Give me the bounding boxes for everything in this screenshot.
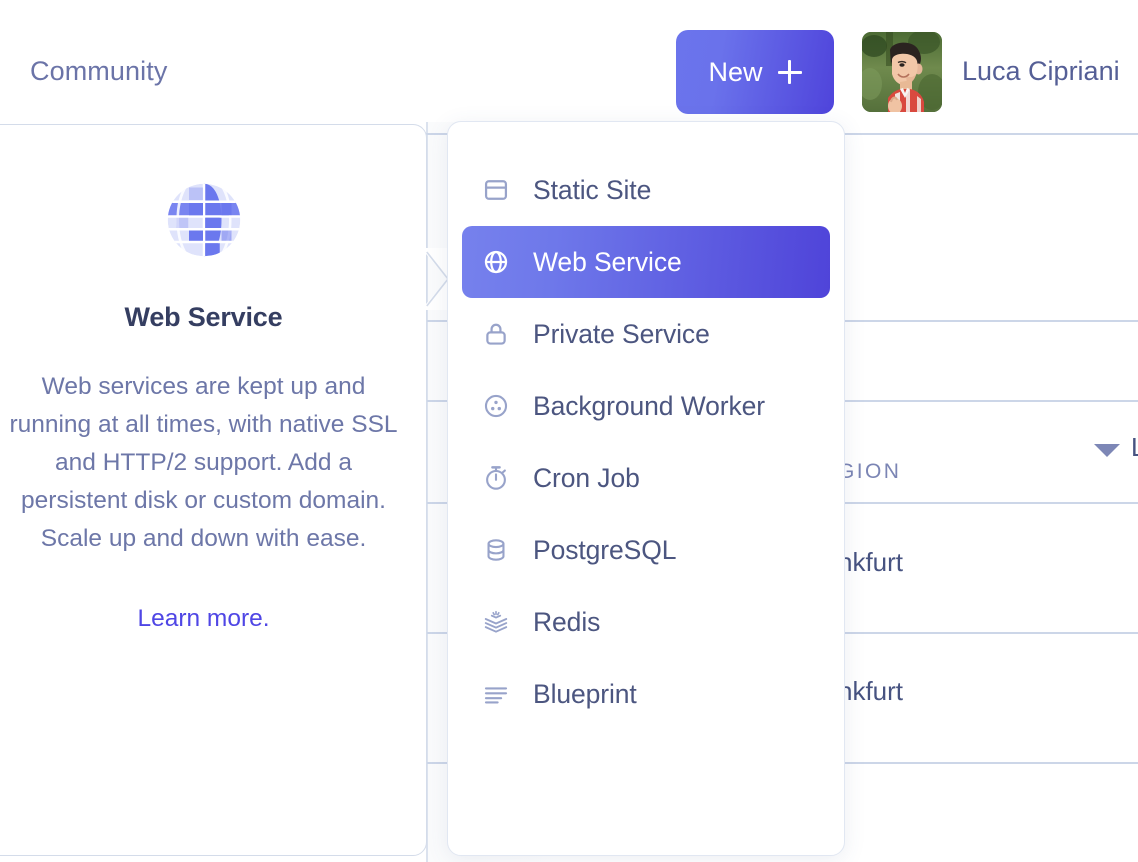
- new-button-label: New: [708, 56, 763, 87]
- globe-icon: [0, 180, 426, 260]
- plus-icon: [777, 60, 802, 84]
- service-info-card: Web Service Web services are kept up and…: [0, 124, 427, 856]
- menu-item-redis[interactable]: Redis: [462, 586, 830, 658]
- menu-item-label: Background Worker: [533, 390, 765, 421]
- menu-item-label: Redis: [533, 606, 601, 637]
- table-cell-region: nkfurt: [838, 676, 904, 706]
- menu-item-private-service[interactable]: Private Service: [462, 298, 830, 370]
- top-header: Community New: [0, 0, 1138, 122]
- lines-icon: [481, 679, 511, 709]
- chevron-down-icon[interactable]: [1094, 444, 1120, 457]
- menu-item-static-site[interactable]: Static Site: [462, 154, 830, 226]
- table-cell-region: nkfurt: [838, 547, 904, 577]
- menu-item-label: Static Site: [533, 174, 652, 205]
- avatar[interactable]: [862, 32, 942, 112]
- new-button[interactable]: New: [676, 30, 834, 114]
- globe-icon: [481, 247, 511, 277]
- menu-item-label: PostgreSQL: [533, 534, 677, 565]
- menu-item-background-worker[interactable]: Background Worker: [462, 370, 830, 442]
- username-label: Luca Cipriani: [962, 56, 1120, 86]
- database-icon: [481, 535, 511, 565]
- menu-item-postgresql[interactable]: PostgreSQL: [462, 514, 830, 586]
- lock-icon: [481, 319, 511, 349]
- window-icon: [481, 175, 511, 205]
- table-trailing-text: L: [1131, 432, 1138, 463]
- menu-item-label: Private Service: [533, 318, 710, 349]
- menu-item-web-service[interactable]: Web Service: [462, 226, 830, 298]
- stopwatch-icon: [481, 463, 511, 493]
- menu-item-cron-job[interactable]: Cron Job: [462, 442, 830, 514]
- new-service-type-menu[interactable]: Static Site Web Service Private Servi: [447, 121, 845, 856]
- card-description: Web services are kept up and running at …: [9, 373, 398, 552]
- worker-dots-icon: [481, 391, 511, 421]
- menu-item-blueprint[interactable]: Blueprint: [462, 658, 830, 730]
- table-column-header-region[interactable]: GION: [838, 460, 902, 483]
- card-title: Web Service: [124, 302, 283, 332]
- learn-more-link[interactable]: Learn more.: [137, 605, 270, 632]
- menu-item-label: Cron Job: [533, 462, 640, 493]
- menu-item-label: Blueprint: [533, 678, 637, 709]
- menu-item-label: Web Service: [533, 246, 682, 277]
- layers-icon: [481, 607, 511, 637]
- community-nav-link[interactable]: Community: [30, 56, 168, 86]
